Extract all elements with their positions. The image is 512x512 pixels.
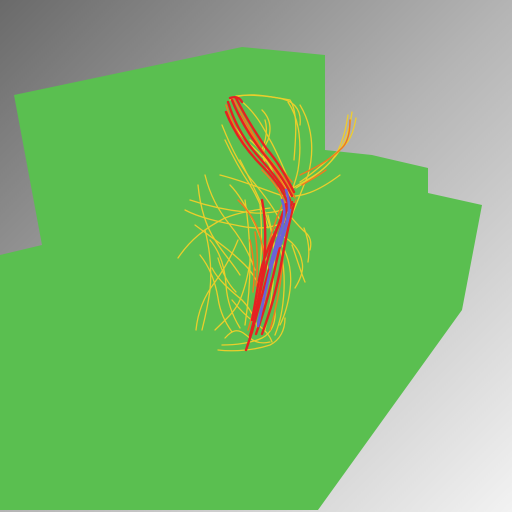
3d-render-viewport[interactable] xyxy=(0,0,512,512)
render-canvas[interactable] xyxy=(0,0,512,512)
